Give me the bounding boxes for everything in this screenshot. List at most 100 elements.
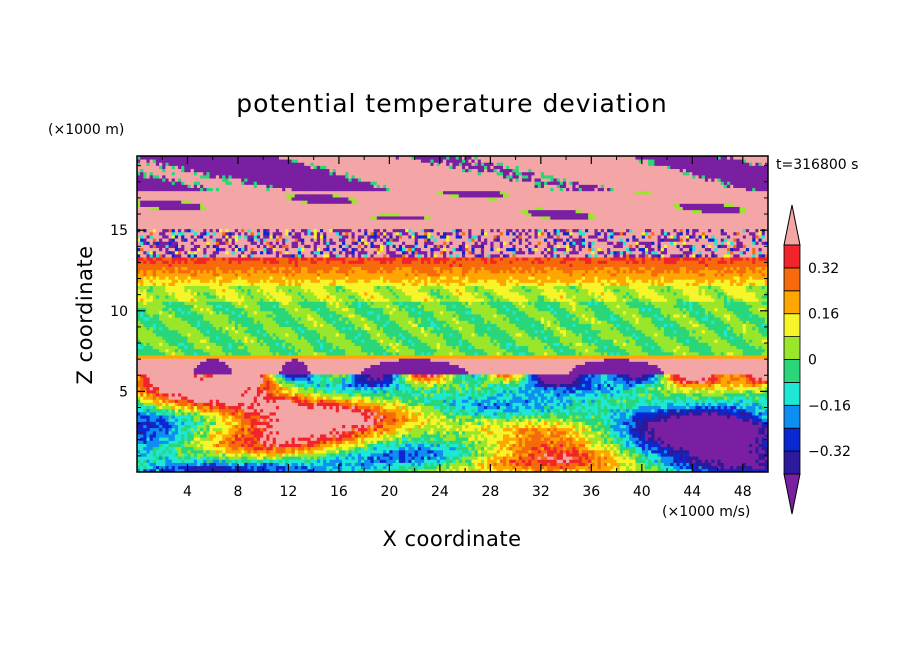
heatmap-cell <box>414 459 419 463</box>
heatmap-cell <box>332 405 337 410</box>
heatmap-cell <box>603 437 608 441</box>
heatmap-cell <box>663 434 668 438</box>
heatmap-cell <box>531 405 535 410</box>
heatmap-cell <box>559 449 564 454</box>
heatmap-cell <box>550 443 554 448</box>
heatmap-cell <box>449 427 453 432</box>
heatmap-cell <box>525 437 529 441</box>
heatmap-cell <box>585 440 589 444</box>
heatmap-cell <box>518 434 523 438</box>
heatmap-cell <box>143 465 147 470</box>
heatmap-cell <box>626 405 630 410</box>
heatmap-cell <box>266 462 270 467</box>
heatmap-cell <box>414 393 419 397</box>
heatmap-cell <box>512 446 516 451</box>
heatmap-cell <box>392 421 397 425</box>
heatmap-cell <box>402 424 406 429</box>
heatmap-cell <box>234 430 239 435</box>
heatmap-cell <box>682 456 687 460</box>
heatmap-cell <box>338 421 343 425</box>
heatmap-cell <box>550 468 554 472</box>
heatmap-cell <box>714 456 718 460</box>
heatmap-cell <box>171 424 176 429</box>
heatmap-cell <box>313 456 318 460</box>
heatmap-cell <box>537 411 542 416</box>
heatmap-cell <box>152 421 157 425</box>
heatmap-cell <box>644 462 649 467</box>
heatmap-cell <box>275 453 280 457</box>
heatmap-cell <box>704 393 709 397</box>
heatmap-cell <box>651 408 655 413</box>
heatmap-cell <box>654 446 658 451</box>
heatmap-cell <box>237 430 242 435</box>
heatmap-cell <box>534 396 539 400</box>
heatmap-cell <box>335 399 340 403</box>
heatmap-cell <box>468 399 472 403</box>
heatmap-cell <box>244 402 248 407</box>
heatmap-cell <box>304 411 308 416</box>
heatmap-cell <box>162 437 166 441</box>
heatmap-cell <box>411 421 416 425</box>
heatmap-cell <box>720 434 725 438</box>
heatmap-cell <box>231 402 236 407</box>
heatmap-cell <box>275 396 280 400</box>
heatmap-cell <box>215 456 220 460</box>
heatmap-cell <box>361 462 365 467</box>
heatmap-cell <box>493 449 498 454</box>
heatmap-cell <box>313 421 318 425</box>
heatmap-cell <box>749 440 753 444</box>
heatmap-cell <box>225 393 229 397</box>
heatmap-cell <box>553 462 558 467</box>
heatmap-cell <box>266 468 270 472</box>
heatmap-cell <box>720 449 725 454</box>
heatmap-cell <box>632 446 636 451</box>
heatmap-cell <box>383 408 387 413</box>
heatmap-cell <box>294 396 299 400</box>
heatmap-cell <box>651 411 655 416</box>
heatmap-cell <box>531 424 535 429</box>
heatmap-cell <box>146 456 151 460</box>
heatmap-cell <box>622 468 627 472</box>
heatmap-cell <box>137 468 141 472</box>
heatmap-cell <box>373 430 378 435</box>
heatmap-cell <box>329 424 334 429</box>
heatmap-cell <box>288 399 292 403</box>
heatmap-cell <box>411 427 416 432</box>
heatmap-cell <box>622 430 627 435</box>
heatmap-cell <box>597 434 602 438</box>
heatmap-cell <box>603 446 608 451</box>
heatmap-cell <box>184 408 188 413</box>
heatmap-cell <box>187 399 192 403</box>
heatmap-cell <box>307 468 311 472</box>
heatmap-cell <box>433 424 438 429</box>
heatmap-cell <box>178 408 182 413</box>
heatmap-cell <box>458 440 463 444</box>
heatmap-cell <box>717 399 722 403</box>
heatmap-cell <box>165 393 169 397</box>
heatmap-cell <box>263 396 267 400</box>
heatmap-cell <box>616 424 621 429</box>
heatmap-cell <box>629 408 633 413</box>
heatmap-cell <box>319 411 324 416</box>
heatmap-cell <box>531 399 535 403</box>
heatmap-cell <box>506 449 510 454</box>
heatmap-cell <box>203 430 207 435</box>
heatmap-cell <box>307 434 311 438</box>
heatmap-cell <box>708 462 712 467</box>
heatmap-cell <box>622 440 627 444</box>
heatmap-cell <box>155 462 160 467</box>
heatmap-cell <box>193 393 198 397</box>
heatmap-cell <box>566 459 570 463</box>
heatmap-cell <box>278 430 283 435</box>
heatmap-cell <box>338 453 343 457</box>
heatmap-cell <box>155 424 160 429</box>
heatmap-cell <box>278 396 283 400</box>
heatmap-cell <box>187 440 192 444</box>
heatmap-cell <box>512 411 516 416</box>
heatmap-cell <box>739 434 744 438</box>
heatmap-cell <box>739 443 744 448</box>
heatmap-cell <box>676 437 681 441</box>
heatmap-cell <box>531 468 535 472</box>
heatmap-cell <box>585 434 589 438</box>
heatmap-cell <box>140 411 144 416</box>
